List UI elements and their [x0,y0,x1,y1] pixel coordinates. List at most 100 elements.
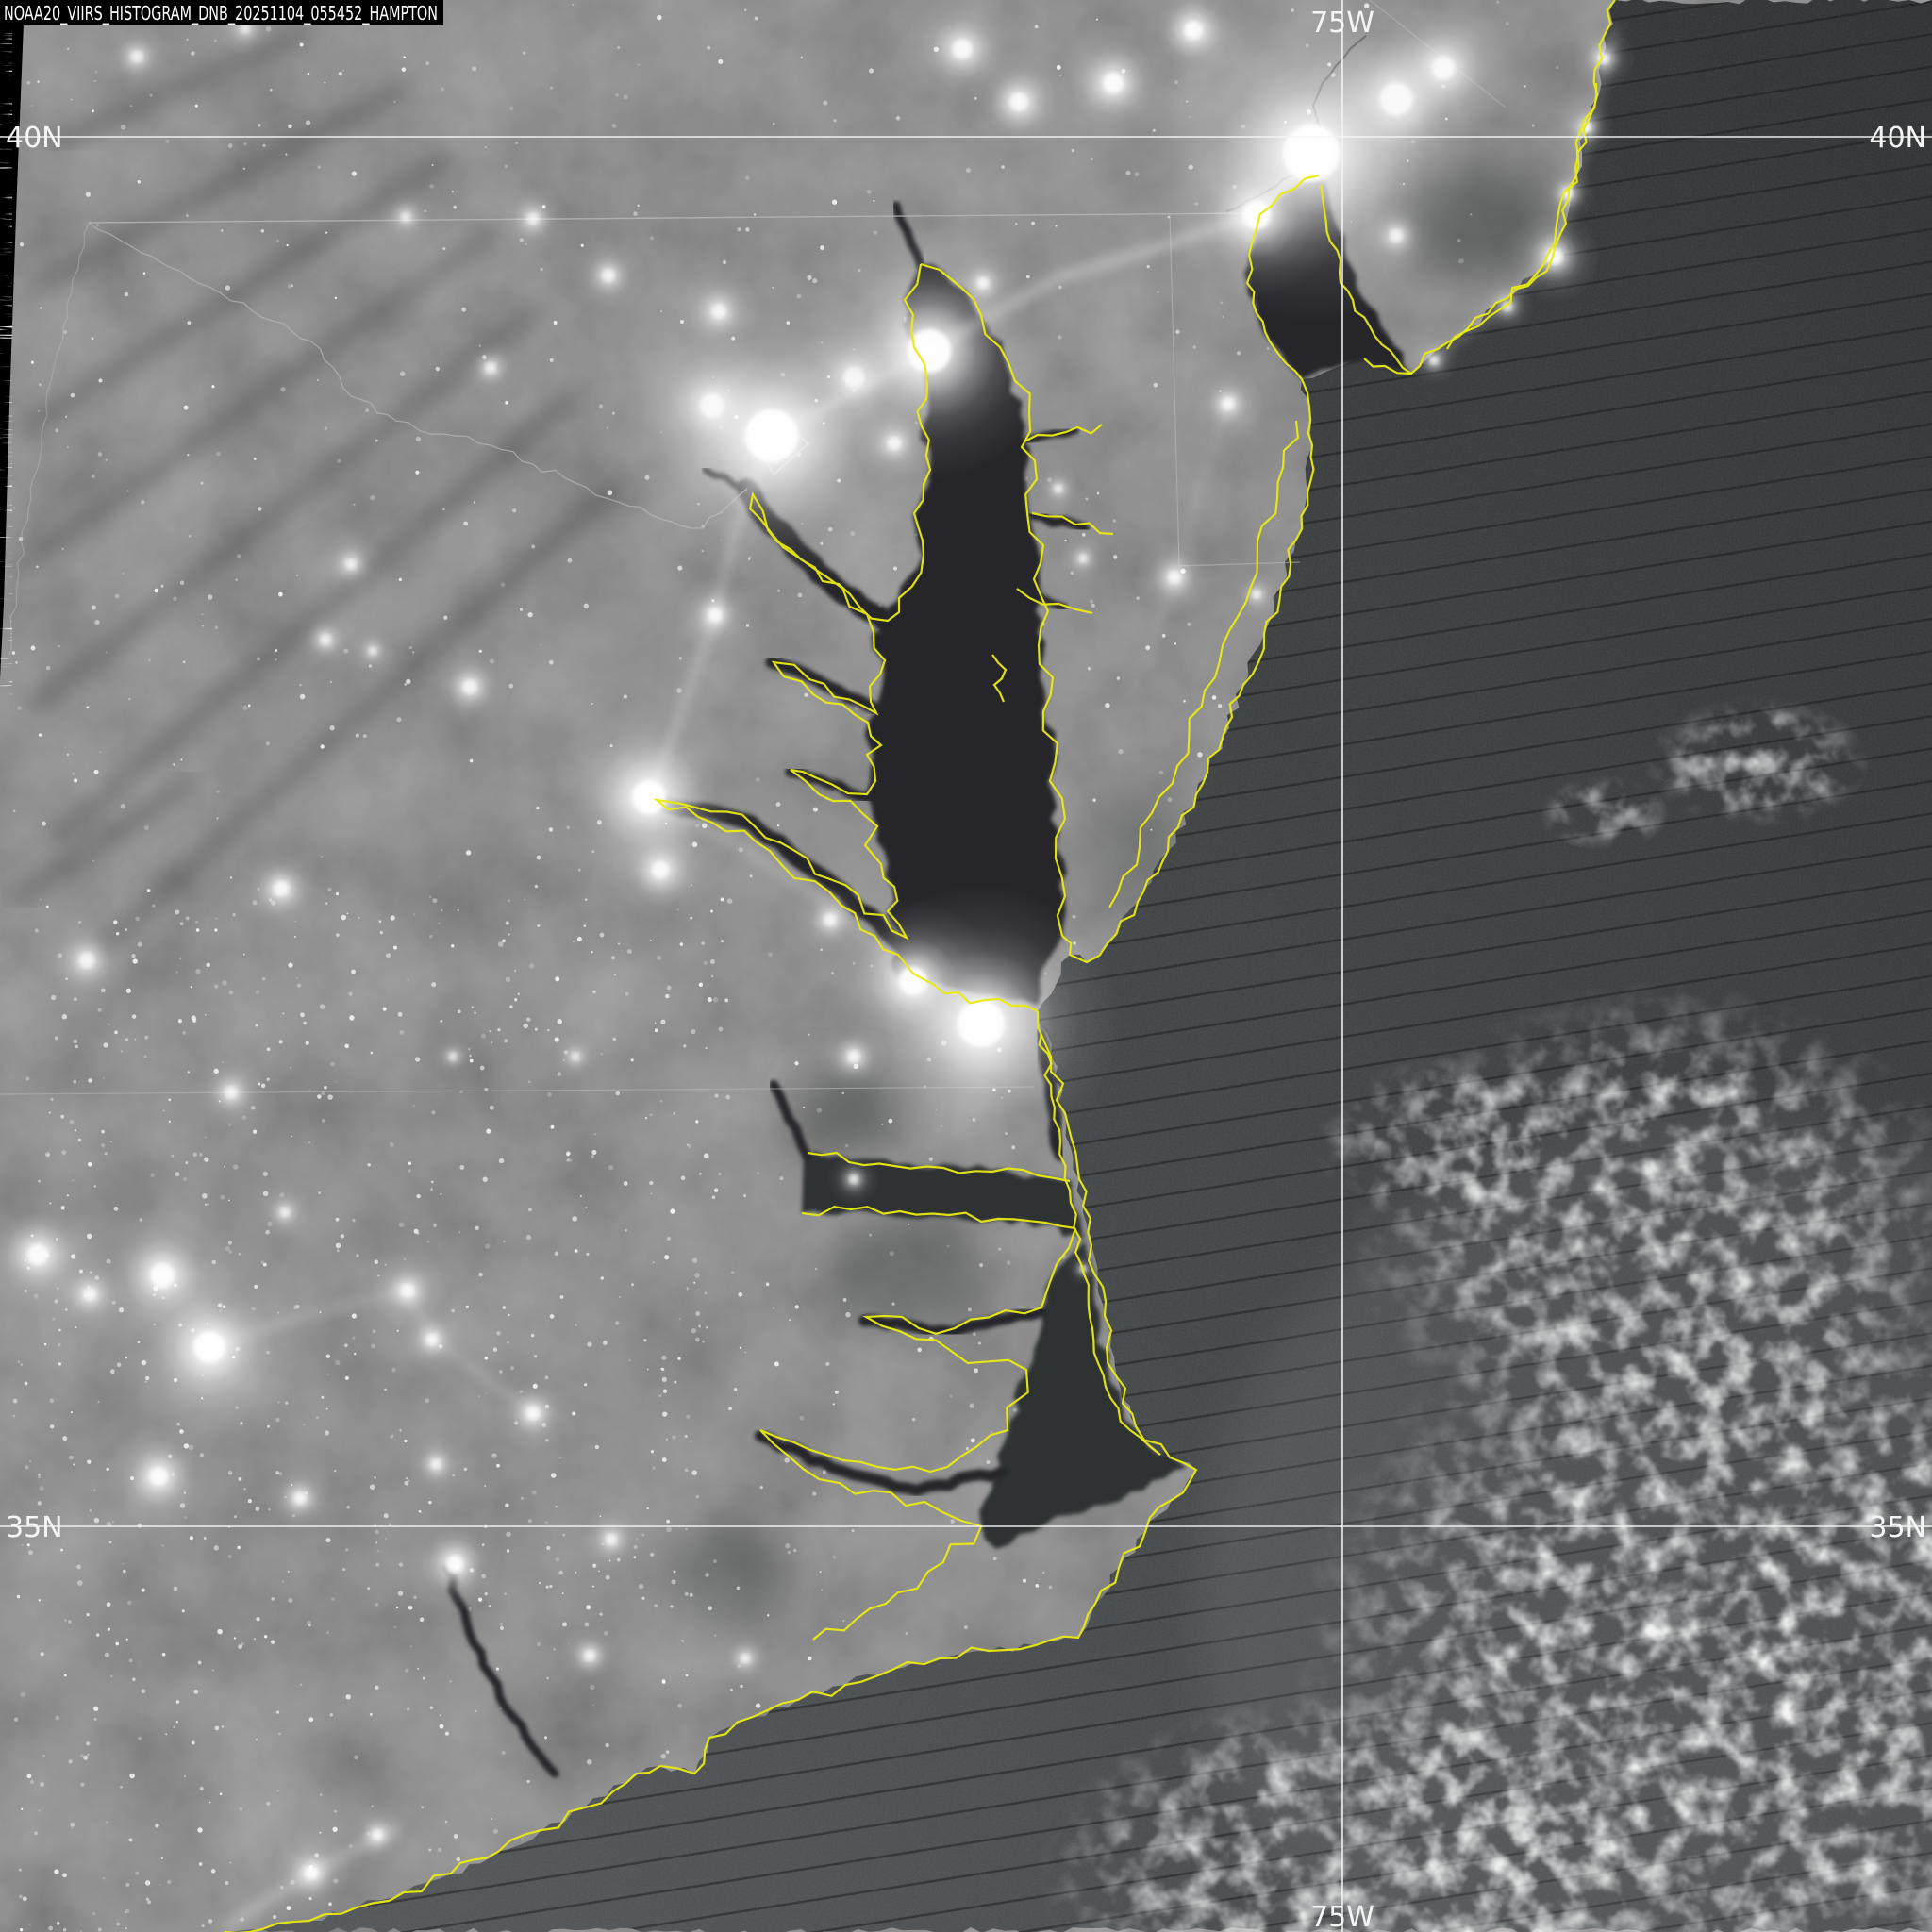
coastline-pamlico-mainland-shore [759,1227,1077,1641]
city-light-williamsburg [794,884,866,956]
cloud-cumulus-field-south [1038,1689,1660,1932]
city-light-harrisonburg [318,531,384,597]
city-light-aberdeen [950,250,1016,316]
coastline-chesapeake-west-shore [653,263,1039,1012]
city-light-staunton [294,608,357,671]
city-light-lancaster [1052,22,1174,144]
ridge-line [10,224,501,576]
city-light-harrisburg [905,0,1020,107]
cloud-cumulus-wisp-west [1311,1057,1575,1226]
boundary-mason-dixon-line [88,212,1256,224]
coastline-albemarle-north-shore [807,1151,1071,1183]
coastline-eastern-shore-river-3 [1016,588,1093,615]
city-light-dc-nw-sprawl [641,334,784,477]
coastline-outer-banks-sound-side [1038,1033,1161,1456]
city-light-south-hill [431,1035,475,1078]
ridge-line [31,80,407,293]
city-light-chambersburg [497,183,569,255]
coastline-eastern-shore-river-1 [1024,424,1103,442]
city-light-new-bern [578,1507,644,1573]
city-light-jersey-shore-lbi [1480,279,1535,334]
ridge-line [8,773,199,907]
city-lights [0,0,1637,1912]
city-light-roanoke [40,913,134,1008]
city-light-goldsboro [264,1462,336,1534]
city-light-vineland [1357,196,1436,275]
boundary-delaware-west-border [1169,213,1180,567]
city-light-cambridge-md [1059,535,1107,582]
title-bar: NOAA20_VIIRS_HISTOGRAM_DNB_20251104_0554… [0,0,443,25]
city-light-fayetteville [105,1423,212,1530]
city-light-waynesboro [349,627,396,675]
coastline-delaware-bay-west-and-delmarva-coast [1061,174,1320,964]
city-light-newport-news-hampton [830,898,996,1064]
city-light-greenville-nc [493,1374,573,1453]
coastline-chesapeake-east-shore [920,262,1067,937]
city-light-winchester [458,335,524,401]
city-light-dover-de [1192,368,1264,440]
product-title: NOAA20_VIIRS_HISTOGRAM_DNB_20251104_0554… [4,2,438,25]
coastline-overlay [225,0,1616,1932]
boundary-wv-va-border [7,222,90,661]
label-75w-bottom: 75W [1310,1901,1374,1932]
label-75w-top: 75W [1310,7,1374,40]
city-light-henderson [258,1185,312,1240]
city-light-wilmington-de [1174,132,1340,298]
coastline-nj-atlantic-coast [1363,0,1616,375]
city-light-durham [91,1204,234,1347]
coastline-nj-barrier-lagoon [1446,82,1598,350]
cloud-cumulus-patch-north-2 [1538,775,1670,851]
coastline-albemarle-south-shore [801,1206,1076,1230]
city-light-emporia [552,1033,599,1080]
water-chesapeake-bay [864,264,1067,1006]
water-pamlico-sound [979,1241,1187,1549]
city-light-charlottesville [426,643,513,730]
corridor-delmarva-spine [1143,401,1231,663]
city-light-frederick [675,268,762,355]
dark-patch-nc-coastal-swamp-1 [827,1219,988,1332]
city-light-danville [195,1057,267,1128]
swath-edge-artifact [0,0,25,696]
ridge-line [88,480,620,959]
label-40n-left: 40N [6,122,63,155]
city-light-jacksonville-nc [557,1623,623,1689]
city-light-salisbury [1135,538,1214,617]
coastline-eastern-shore-river-2 [1031,511,1114,536]
city-light-cumberland [376,188,435,246]
label-40n-right: 40N [1869,122,1926,155]
coastline-outer-banks-and-nc-coast [225,1010,1198,1932]
ridge-line [18,150,454,437]
cloud-cumulus-patch-north [1643,696,1870,828]
city-light-fredericksburg [675,575,755,655]
swath-edge-noise-strip [0,26,12,696]
city-light-suffolk [818,1021,890,1092]
city-light-myrtle-beach [272,1833,351,1912]
appalachian-ridges [8,24,620,959]
city-light-petersburg [609,819,711,921]
water-pamlico-river [858,1306,1047,1338]
coastline-delaware-bay-nj-shore [1319,184,1412,375]
ridge-line [27,305,539,712]
city-light-wilmington-nc [404,1513,506,1615]
water-chowan-river [769,1080,812,1161]
water-rappahannock-river [765,656,884,716]
city-light-easton-md [1035,465,1082,512]
city-light-baltimore-west-sprawl [791,314,917,441]
city-light-elizabeth-city [826,1152,881,1207]
label-35n-right: 35N [1869,1511,1926,1544]
dark-patch-nc-coastal-swamp-2 [658,1525,794,1629]
cloud-fields [1038,696,1932,1932]
coastline-tangier-islands [991,654,1008,703]
city-light-kinston [407,1435,465,1493]
city-light-wilson [399,1307,465,1373]
label-35n-left: 35N [6,1511,63,1544]
city-light-north-myrtle-beach [348,1806,407,1864]
city-light-morehead-city [718,1631,773,1686]
city-light-trenton [1374,0,1512,137]
city-light-jersey-shore-mid [1557,98,1616,157]
title-bar-background [0,0,443,25]
city-light-lynchburg [234,841,328,936]
